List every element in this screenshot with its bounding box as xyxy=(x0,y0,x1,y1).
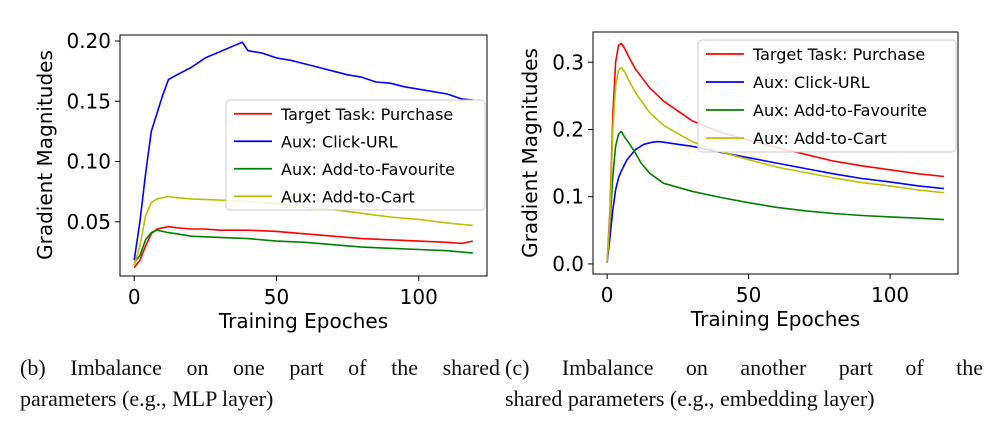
series-line-c-1 xyxy=(606,140,944,263)
caption-c: (c) Imbalance on another part of the sha… xyxy=(505,352,983,414)
y-tick-label: 0.10 xyxy=(66,150,111,174)
y-tick-label: 0.0 xyxy=(552,252,584,276)
y-axis-label: Gradient Magnitudes xyxy=(33,50,57,260)
legend-entry-label: Aux: Add-to-Favourite xyxy=(753,101,927,120)
y-tick-label: 0.2 xyxy=(552,117,584,141)
legend-entry-label: Aux: Click-URL xyxy=(753,73,870,92)
series-line-c-0 xyxy=(606,42,944,263)
legend-box xyxy=(225,99,486,211)
x-tick-label: 0 xyxy=(128,285,141,309)
legend-entry-label: Target Task: Purchase xyxy=(752,45,925,64)
x-tick-label: 100 xyxy=(400,285,438,309)
caption-b-line-1: (b) Imbalance on one part of the shared xyxy=(20,355,500,380)
x-tick-label: 50 xyxy=(264,285,289,309)
series-line-b-0 xyxy=(133,225,473,269)
y-tick-label: 0.15 xyxy=(66,89,111,113)
legend-entry-label: Aux: Add-to-Cart xyxy=(753,129,887,148)
caption-b-line-2: parameters (e.g., MLP layer) xyxy=(20,386,274,411)
chart-panel-c: 0 50 100 0.0 0.1 0.2 0.3 Training Epoches Gradie… xyxy=(518,31,959,331)
legend: Target Task: Purchase Aux: Click-URL Aux: … xyxy=(697,39,957,153)
y-tick-label: 0.3 xyxy=(552,50,584,74)
x-tick-label: 100 xyxy=(871,283,909,307)
legend-entry-label: Aux: Add-to-Cart xyxy=(281,187,415,206)
chart-panel-b: 0 50 100 0.05 0.10 0.15 0.20 Training Epoches Gr… xyxy=(33,29,488,333)
caption-c-line-1: (c) Imbalance on another part of the xyxy=(505,355,983,380)
series-line-b-2 xyxy=(133,229,473,264)
legend-box xyxy=(697,39,957,153)
y-tick-label: 0.1 xyxy=(552,185,584,209)
plot-frame xyxy=(119,34,488,277)
y-axis-label: Gradient Magnitudes xyxy=(518,48,542,258)
legend-entry-label: Aux: Add-to-Favourite xyxy=(281,160,455,179)
y-tick-label: 0.20 xyxy=(66,29,111,53)
series-line-c-3 xyxy=(606,66,944,263)
legend: Target Task: Purchase Aux: Click-URL Aux: … xyxy=(225,99,486,211)
series-line-b-3 xyxy=(133,195,473,266)
plot-frame xyxy=(592,31,959,275)
series-line-c-2 xyxy=(606,130,944,263)
x-axis-label: Training Epoches xyxy=(690,307,860,331)
caption-b: (b) Imbalance on one part of the shared … xyxy=(20,352,500,414)
x-tick-label: 50 xyxy=(736,283,761,307)
x-tick-label: 0 xyxy=(601,283,614,307)
legend-entry-label: Aux: Click-URL xyxy=(281,132,398,151)
y-tick-label: 0.05 xyxy=(66,210,111,234)
x-axis-label: Training Epoches xyxy=(218,309,388,333)
caption-c-line-2: shared parameters (e.g., embedding layer… xyxy=(505,386,875,411)
series-line-b-1 xyxy=(133,41,473,261)
legend-entry-label: Target Task: Purchase xyxy=(280,105,453,124)
